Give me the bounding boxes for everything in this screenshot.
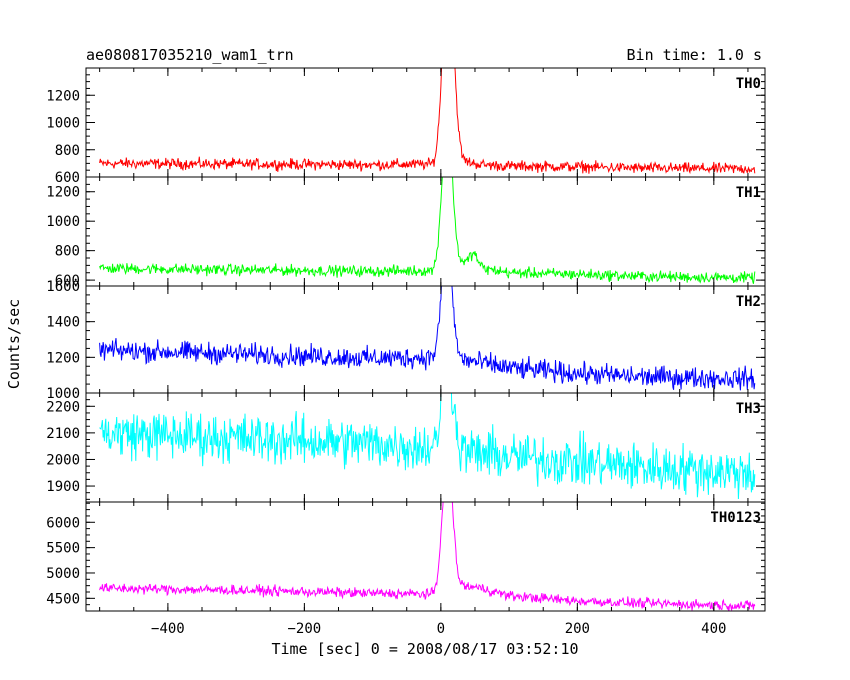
panel-th0123: 4500 5000 5500 6000 TH0123 — [46, 501, 766, 612]
x-tick-label: 400 — [701, 621, 726, 637]
y-tick-label: 1200 — [46, 88, 80, 104]
y-tick-label: 1400 — [46, 315, 80, 331]
x-axis-label: Time [sec] 0 = 2008/08/17 03:52:10 — [271, 640, 578, 658]
panel-frame — [85, 501, 766, 612]
series-line-th2 — [99, 286, 756, 391]
series-line-th0123 — [99, 502, 756, 611]
chart-title: ae080817035210_wam1_trn — [86, 46, 294, 64]
chart-subtitle: Bin time: 1.0 s — [627, 46, 762, 64]
y-tick-label: 4500 — [46, 591, 80, 607]
y-tick-label: 1200 — [46, 185, 80, 201]
y-tick-label: 6000 — [46, 515, 80, 531]
panel-th2: 1000 1200 1400 1600 TH2 — [46, 279, 766, 402]
series-line-th0 — [99, 68, 756, 175]
x-tick-label: −200 — [288, 621, 322, 637]
y-tick-label: 1000 — [46, 116, 80, 132]
y-tick-label: 2100 — [46, 426, 80, 442]
panel-th1: 600 800 1000 1200 TH1 — [46, 176, 766, 289]
panel-label-th0: TH0 — [736, 76, 761, 92]
y-tick-label: 1200 — [46, 350, 80, 366]
panel-label-th2: TH2 — [736, 294, 761, 310]
y-tick-label: 600 — [55, 170, 80, 186]
y-tick-label: 5000 — [46, 566, 80, 582]
series-line-th1 — [99, 177, 756, 284]
y-tick-label: 800 — [55, 244, 80, 260]
panel-th0: 600 800 1000 1200 TH0 — [46, 67, 766, 186]
y-tick-label: 2200 — [46, 399, 80, 415]
series-line-th3 — [99, 393, 756, 500]
y-tick-label: 2000 — [46, 452, 80, 468]
y-tick-label: 1000 — [46, 386, 80, 402]
panel-frame — [85, 67, 766, 178]
y-tick-label: 5500 — [46, 541, 80, 557]
panel-label-th0123: TH0123 — [710, 510, 761, 526]
x-tick-labels: −400 −200 0 200 400 — [151, 621, 726, 637]
x-tick-label: −400 — [151, 621, 185, 637]
x-tick-label: 0 — [437, 621, 445, 637]
y-tick-label: 800 — [55, 143, 80, 159]
panels-group: 600 800 1000 1200 TH0 600 800 1000 1200 TH1 1000 12… — [46, 67, 766, 612]
y-axis-label: Counts/sec — [5, 299, 23, 389]
y-tick-label: 1000 — [46, 214, 80, 230]
y-tick-label: 1600 — [46, 279, 80, 295]
y-tick-label: 600 — [55, 273, 80, 289]
panel-label-th1: TH1 — [736, 185, 761, 201]
y-tick-label: 1900 — [46, 479, 80, 495]
panel-label-th3: TH3 — [736, 401, 761, 417]
x-tick-label: 200 — [565, 621, 590, 637]
